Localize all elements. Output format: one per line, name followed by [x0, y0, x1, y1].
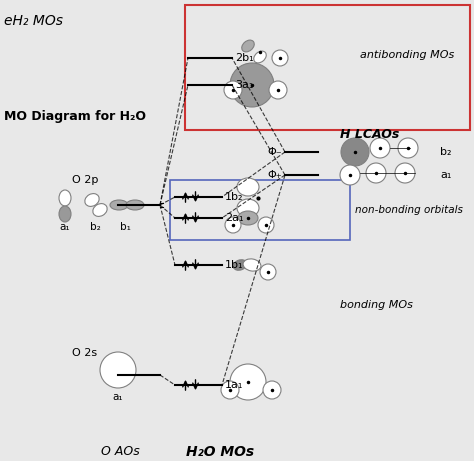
Ellipse shape — [85, 194, 99, 207]
Circle shape — [272, 50, 288, 66]
Circle shape — [100, 352, 136, 388]
Ellipse shape — [59, 206, 71, 222]
Bar — [170, 180, 350, 240]
Text: O 2p: O 2p — [72, 175, 99, 185]
Text: H LCAOs: H LCAOs — [340, 128, 400, 141]
Text: a₁: a₁ — [113, 392, 123, 402]
Circle shape — [370, 138, 390, 158]
Ellipse shape — [237, 199, 259, 217]
Ellipse shape — [242, 40, 254, 52]
Text: MO Diagram for H₂O: MO Diagram for H₂O — [4, 110, 146, 123]
Text: 3a₁: 3a₁ — [235, 80, 254, 90]
Text: 1b₂: 1b₂ — [225, 192, 244, 202]
Text: bonding MOs: bonding MOs — [340, 300, 413, 310]
Circle shape — [395, 163, 415, 183]
Text: a₁: a₁ — [60, 222, 70, 232]
Text: 2b₁: 2b₁ — [235, 53, 254, 63]
Circle shape — [340, 165, 360, 185]
Text: b₂: b₂ — [440, 147, 452, 157]
Text: 1a₁: 1a₁ — [225, 380, 243, 390]
Text: H₂O MOs: H₂O MOs — [186, 445, 254, 459]
Circle shape — [263, 381, 281, 399]
Text: non-bonding orbitals: non-bonding orbitals — [355, 205, 463, 215]
Circle shape — [260, 264, 276, 280]
Ellipse shape — [237, 178, 259, 196]
Text: Φ₊: Φ₊ — [267, 170, 282, 180]
Text: eH₂ MOs: eH₂ MOs — [4, 14, 63, 28]
Ellipse shape — [238, 211, 258, 225]
Circle shape — [258, 217, 274, 233]
Text: O 2s: O 2s — [72, 348, 97, 358]
Ellipse shape — [93, 204, 107, 216]
Text: b₁: b₁ — [119, 222, 130, 232]
Circle shape — [230, 63, 274, 107]
Text: Φ₋: Φ₋ — [267, 147, 282, 157]
Text: a₁: a₁ — [440, 170, 451, 180]
Circle shape — [269, 81, 287, 99]
Circle shape — [366, 163, 386, 183]
Circle shape — [221, 381, 239, 399]
Text: b₂: b₂ — [90, 222, 100, 232]
Ellipse shape — [254, 51, 266, 63]
Ellipse shape — [110, 200, 128, 210]
Ellipse shape — [233, 260, 247, 270]
Text: 2a₁: 2a₁ — [225, 213, 244, 223]
Text: 1b₁: 1b₁ — [225, 260, 244, 270]
Circle shape — [341, 138, 369, 166]
Ellipse shape — [243, 259, 261, 271]
Text: antibonding MOs: antibonding MOs — [360, 50, 454, 60]
Bar — [185, 5, 470, 130]
Text: O AOs: O AOs — [100, 445, 139, 458]
Circle shape — [224, 81, 242, 99]
Circle shape — [225, 217, 241, 233]
Ellipse shape — [59, 190, 71, 206]
Circle shape — [230, 364, 266, 400]
Ellipse shape — [126, 200, 144, 210]
Circle shape — [398, 138, 418, 158]
